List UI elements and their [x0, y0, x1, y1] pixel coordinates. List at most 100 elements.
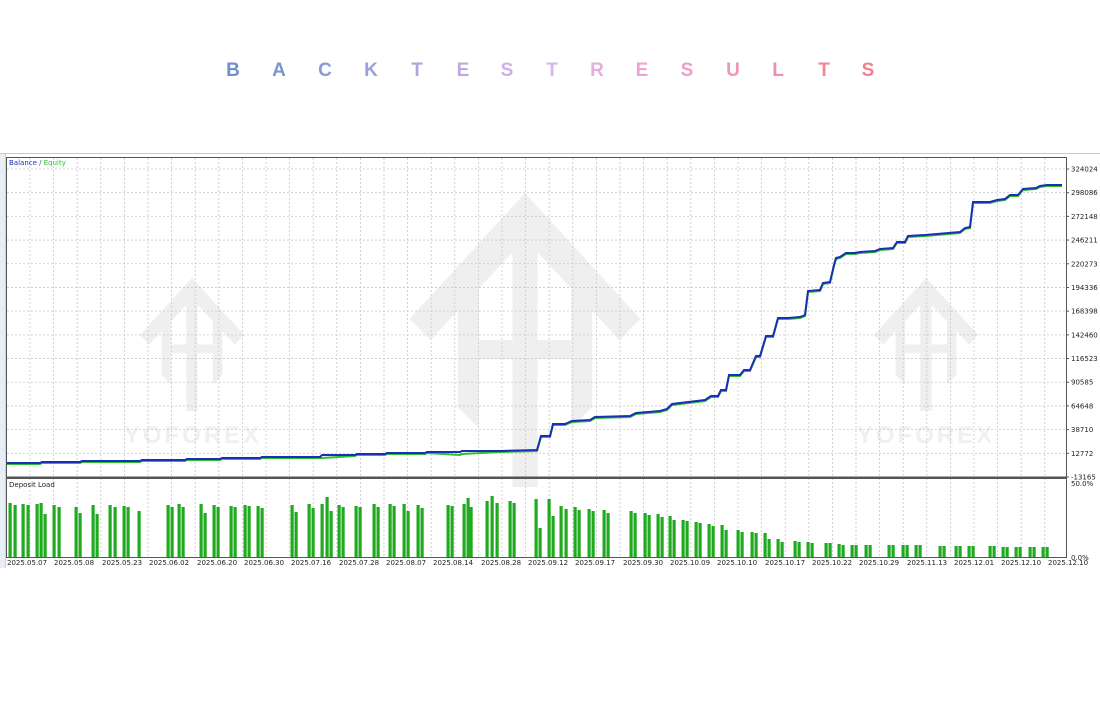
x-tick-label: 2025.10.22: [812, 559, 852, 567]
deposit-load-bar: [629, 511, 633, 557]
title-letter: A: [272, 60, 286, 81]
deposit-load-bar: [108, 505, 112, 557]
x-tick-label: 2025.07.16: [291, 559, 332, 567]
legend-equity: Equity: [44, 159, 66, 167]
deposit-load-bar: [320, 504, 324, 557]
deposit-load-bar: [887, 545, 891, 557]
x-tick-label: 2025.12.10: [1048, 559, 1088, 567]
x-tick-label: 2025.06.20: [197, 559, 237, 567]
deposit-load-bar: [1014, 547, 1018, 557]
x-tick-label: 2025.08.07: [386, 559, 426, 567]
watermark-text: YOFOREX: [124, 422, 262, 449]
deposit-load-bar: [233, 507, 237, 557]
deposit-load-bar: [587, 509, 591, 557]
title-letter: T: [818, 60, 830, 81]
x-tick-label: 2025.10.09: [670, 559, 710, 567]
y-axis-labels: 324024 298086 272148 246211 220273 194336 1683…: [1066, 166, 1098, 482]
y-tick-label: -13165: [1071, 474, 1096, 482]
deposit-load-bar: [797, 542, 801, 557]
deposit-load-bars: [8, 496, 1049, 557]
deposit-load-bar: [750, 532, 754, 557]
x-tick-label: 2025.11.13: [907, 559, 947, 567]
watermark-logo-icon: [873, 278, 979, 411]
deposit-load-bar: [643, 513, 647, 557]
deposit-load-bar: [329, 511, 333, 557]
deposit-load-bar: [967, 546, 971, 557]
deposit-load-bar: [8, 503, 12, 557]
deposit-load-bar: [325, 497, 329, 557]
x-tick-label: 2025.06.30: [244, 559, 284, 567]
deposit-load-bar: [469, 507, 473, 557]
deposit-load-bar: [216, 507, 220, 557]
deposit-load-bar: [95, 514, 99, 557]
deposit-load-bar: [212, 505, 216, 557]
chart-legend: Balance / Equity: [9, 159, 66, 167]
deposit-load-bar: [905, 545, 909, 557]
y-tick-label: 272148: [1071, 213, 1098, 221]
deposit-load-bar: [290, 505, 294, 557]
deposit-load-bar: [74, 507, 78, 557]
deposit-load-bar: [854, 545, 858, 557]
deposit-load-bar: [372, 504, 376, 557]
deposit-load-bar: [247, 506, 251, 557]
chart-left-edge: [0, 154, 6, 568]
deposit-load-bar: [337, 505, 341, 557]
x-tick-label: 2025.10.29: [859, 559, 899, 567]
x-tick-label: 2025.05.23: [102, 559, 142, 567]
deposit-load-bar: [21, 504, 25, 557]
deposit-load-bar: [52, 505, 56, 557]
deposit-load-bar: [740, 532, 744, 557]
deposit-load-bar: [988, 546, 992, 557]
title-letter: K: [364, 60, 378, 81]
deposit-max-label: 50.0%: [1071, 480, 1094, 488]
deposit-load-bar: [229, 506, 233, 557]
deposit-load-bar: [850, 545, 854, 557]
deposit-load-bar: [122, 506, 126, 557]
deposit-load-bar: [402, 504, 406, 557]
deposit-load-bar: [243, 505, 247, 557]
deposit-load-bar: [490, 496, 494, 557]
y-tick-label: 324024: [1071, 166, 1098, 174]
x-tick-label: 2025.05.08: [54, 559, 94, 567]
deposit-load-bar: [958, 546, 962, 557]
x-tick-label: 2025.09.12: [528, 559, 568, 567]
deposit-load-bar: [577, 510, 581, 557]
deposit-load-bar: [864, 545, 868, 557]
chart-grid: [7, 158, 1066, 557]
x-tick-label: 2025.06.02: [149, 559, 189, 567]
x-tick-label: 2025.10.10: [717, 559, 757, 567]
deposit-load-bar: [992, 546, 996, 557]
deposit-load-bar: [495, 503, 499, 557]
y-tick-label: 38710: [1071, 426, 1093, 434]
deposit-load-bar: [466, 498, 470, 557]
deposit-load-bar: [828, 543, 832, 557]
deposit-load-bar: [724, 530, 728, 557]
deposit-load-bar: [538, 528, 542, 557]
deposit-load-bar: [551, 516, 555, 557]
deposit-load-bar: [1028, 547, 1032, 557]
deposit-load-bar: [57, 507, 61, 557]
deposit-load-bar: [633, 513, 637, 557]
deposit-load-bar: [39, 503, 43, 557]
chart-frame: [0, 153, 1100, 570]
title-letter: S: [680, 60, 694, 81]
x-tick-label: 2025.09.30: [623, 559, 663, 567]
watermark-logo-icon: [409, 193, 641, 487]
deposit-load-bar: [736, 530, 740, 557]
deposit-load-bar: [971, 546, 975, 557]
deposit-load-bar: [177, 504, 181, 557]
x-tick-label: 2025.08.14: [433, 559, 474, 567]
deposit-load-bar: [776, 539, 780, 557]
deposit-load-bar: [668, 516, 672, 557]
deposit-load-bar: [307, 504, 311, 557]
deposit-load-bar: [698, 523, 702, 557]
y-tick-label: 168398: [1071, 308, 1098, 316]
y-tick-label: 298086: [1071, 189, 1098, 197]
deposit-load-bar: [416, 505, 420, 557]
deposit-load-bar: [720, 525, 724, 557]
deposit-load-bar: [462, 504, 466, 557]
title-letter: E: [635, 60, 649, 81]
deposit-load-bar: [203, 513, 207, 557]
deposit-load-bar: [901, 545, 905, 557]
deposit-load-bar: [1041, 547, 1045, 557]
